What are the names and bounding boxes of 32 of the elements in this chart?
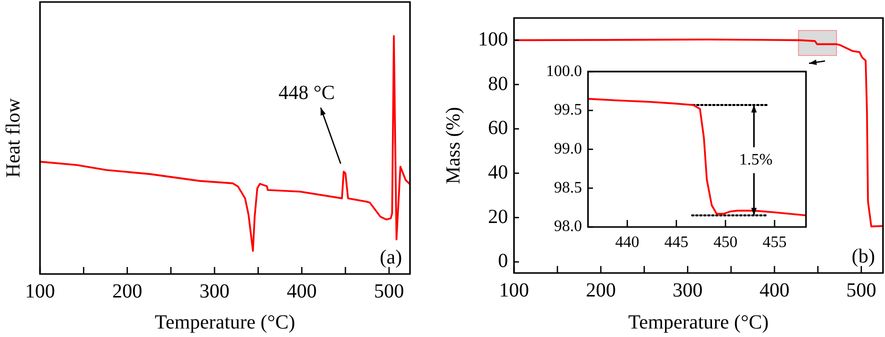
annotation: 1.5% xyxy=(739,151,773,168)
annotation: (b) xyxy=(852,245,875,268)
x-tick-label: 400 xyxy=(759,279,790,302)
y-axis-title: Heat flow xyxy=(2,98,24,178)
x-tick-label: 200 xyxy=(586,279,616,302)
y-tick-label: 0 xyxy=(498,250,508,272)
y-tick-label: 100 xyxy=(478,28,508,50)
y-tick-label: 100.0 xyxy=(546,62,582,80)
x-tick-label: 200 xyxy=(112,280,142,302)
y-tick-label: 40 xyxy=(488,161,508,184)
x-tick-label: 455 xyxy=(762,234,787,251)
annotation: 448 °C xyxy=(278,82,335,104)
x-tick-label: 500 xyxy=(374,280,404,302)
x-tick-label: 500 xyxy=(846,279,876,302)
x-tick-label: 100 xyxy=(25,280,55,302)
x-tick-label: 300 xyxy=(200,280,230,302)
y-tick-label: 98.0 xyxy=(554,218,582,236)
x-axis-title: Temperature (°C) xyxy=(154,311,296,334)
x-axis-title: Temperature (°C) xyxy=(628,311,769,334)
y-tick-label: 80 xyxy=(488,72,508,95)
y-tick-label: 99.5 xyxy=(554,102,582,119)
y-tick-label: 98.5 xyxy=(554,179,582,196)
x-tick-label: 400 xyxy=(286,280,317,302)
y-axis-title: Mass (%) xyxy=(442,106,464,184)
x-tick-label: 450 xyxy=(713,234,738,251)
y-tick-label: 20 xyxy=(488,206,508,228)
x-tick-label: 440 xyxy=(615,234,640,251)
y-tick-label: 99.0 xyxy=(554,140,582,158)
x-tick-label: 445 xyxy=(664,234,688,251)
x-tick-label: 300 xyxy=(672,279,703,302)
annotation: (a) xyxy=(380,246,402,268)
y-tick-label: 60 xyxy=(488,117,508,140)
